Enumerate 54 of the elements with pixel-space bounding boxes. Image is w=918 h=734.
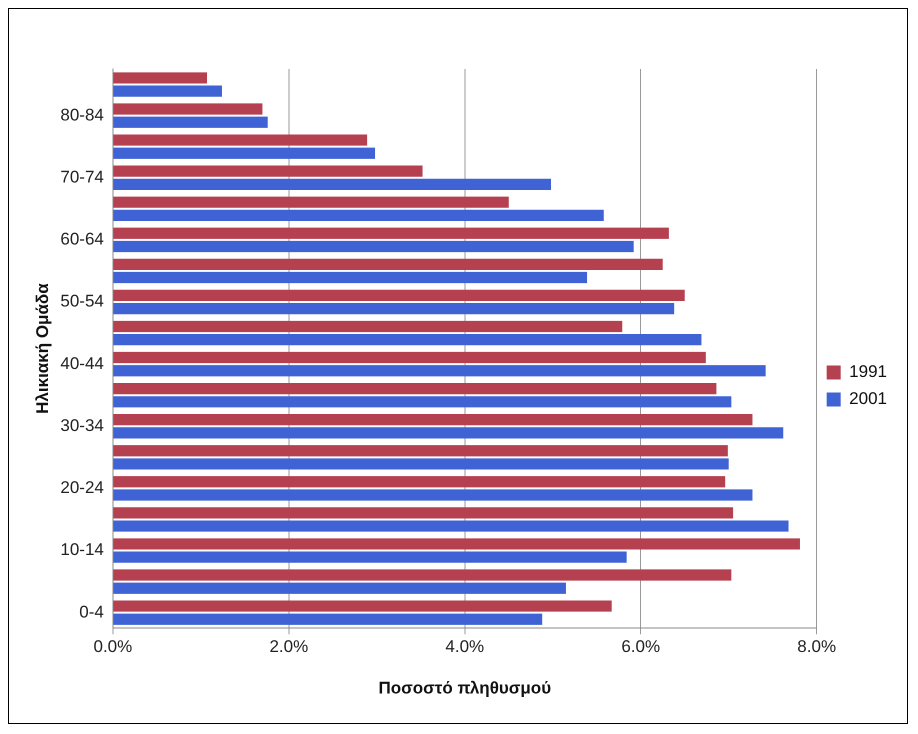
bar — [113, 507, 734, 518]
x-tick-label: 2.0% — [269, 637, 308, 656]
bar — [113, 196, 509, 208]
bar — [113, 582, 566, 594]
y-tick-label: 70-74 — [60, 167, 104, 186]
y-tick-label: 40-44 — [60, 354, 104, 373]
y-tick-label: 60-64 — [60, 230, 104, 249]
bar — [113, 476, 726, 488]
bar — [113, 320, 622, 332]
bar — [113, 334, 702, 346]
y-tick-label: 0-4 — [79, 602, 104, 622]
bar — [113, 178, 551, 190]
bar — [113, 365, 766, 376]
bar — [113, 427, 784, 438]
legend-label: 2001 — [849, 389, 888, 408]
x-axis-title: Ποσοστό πληθυσμού — [378, 678, 552, 698]
bar — [113, 458, 729, 470]
bar — [113, 258, 663, 270]
bar — [113, 166, 423, 177]
bar — [113, 272, 588, 284]
bar — [113, 414, 752, 426]
bar — [113, 396, 732, 408]
bar — [113, 290, 685, 302]
bar — [113, 538, 800, 550]
y-tick-label: 30-34 — [60, 416, 104, 435]
bar — [113, 228, 669, 239]
bar — [113, 445, 728, 456]
x-tick-label: 6.0% — [621, 637, 660, 656]
bar — [113, 382, 716, 394]
y-tick-label: 50-54 — [60, 292, 104, 311]
bar — [113, 86, 222, 97]
y-tick-label: 20-24 — [60, 478, 104, 498]
bar — [113, 72, 208, 84]
x-tick-label: 4.0% — [445, 637, 484, 656]
x-tick-label: 8.0% — [797, 637, 836, 656]
bar — [113, 552, 627, 563]
bar — [113, 148, 376, 159]
bar — [113, 352, 706, 364]
bar — [113, 302, 674, 314]
bar — [113, 210, 604, 222]
bar — [113, 569, 732, 581]
bar — [113, 240, 634, 252]
bar — [113, 600, 612, 612]
bar — [113, 116, 268, 128]
bar — [113, 134, 368, 146]
y-tick-label: 80-84 — [60, 105, 104, 124]
x-tick-label: 0.0% — [94, 637, 132, 656]
legend-label: 1991 — [849, 362, 888, 382]
bar — [113, 614, 542, 625]
y-tick-label: 10-14 — [60, 540, 104, 560]
y-axis-title: Ηλικιακή Ομάδα — [32, 282, 52, 414]
bar — [113, 103, 262, 115]
bar — [113, 520, 789, 532]
bar — [113, 489, 752, 501]
